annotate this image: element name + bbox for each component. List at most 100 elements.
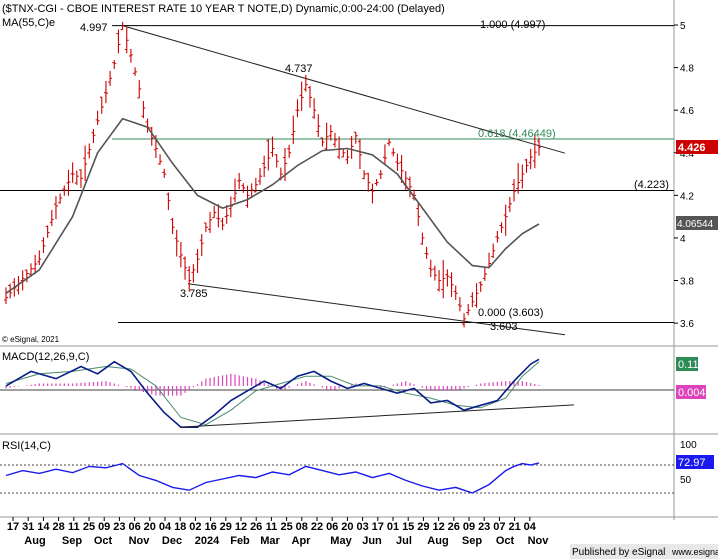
month-label-7: Mar (260, 535, 280, 547)
price-bar (499, 222, 504, 233)
price-bar (41, 237, 46, 254)
website-label: www.esignal.com (671, 547, 718, 557)
month-label-4: Dec (162, 535, 182, 547)
price-bar (432, 265, 437, 281)
price-bar (474, 283, 479, 308)
price-bar (137, 80, 142, 99)
ma-value: 4.06544 (677, 219, 714, 230)
price-bar (233, 178, 238, 203)
rsi-value: 72.97 (678, 457, 706, 469)
price-bar (299, 81, 304, 111)
rsi-value-badge (676, 455, 714, 469)
price-bar (208, 211, 213, 233)
price-tick-label-5: 4.6 (680, 106, 694, 117)
swing-low-label: 3.785 (180, 288, 208, 300)
price-bar (349, 136, 354, 159)
price-bar (345, 149, 350, 165)
fib-100-label: 1.000 (4.997) (480, 19, 545, 31)
month-label-14: Oct (496, 535, 515, 547)
price-bar (174, 229, 179, 257)
month-label-6: Feb (230, 535, 250, 547)
price-bar (112, 60, 117, 69)
price-bar (291, 115, 296, 144)
last-price-value: 4.426 (678, 142, 706, 154)
date-tick-label-16: 26 (250, 521, 262, 533)
recent-low-label: 3.603 (490, 321, 518, 333)
price-bar (58, 193, 63, 204)
date-tick-label-9: 20 (144, 521, 156, 533)
date-tick-label-0: 17 (7, 521, 19, 533)
macd-pane-label: MACD(12,26,9,C) (2, 351, 89, 363)
price-bar (324, 122, 329, 151)
date-tick-label-32: 07 (493, 521, 505, 533)
date-tick-label-20: 22 (311, 521, 323, 533)
rsi-pane-label: RSI(14,C) (2, 440, 51, 452)
price-bar (420, 232, 425, 245)
price-bar (128, 48, 133, 63)
price-bar (274, 154, 279, 168)
month-label-1: Sep (62, 535, 82, 547)
price-bar (503, 204, 508, 236)
date-tick-label-21: 06 (326, 521, 338, 533)
price-bar (212, 205, 217, 219)
price-bar (287, 144, 292, 158)
price-bar (378, 170, 383, 180)
price-bar (245, 185, 250, 208)
footer-bar (570, 544, 718, 559)
date-tick-label-2: 14 (37, 521, 50, 533)
histogram-value-badge (676, 385, 706, 399)
price-tick-label-2: 4 (680, 234, 686, 245)
price-bar (466, 303, 471, 316)
month-label-15: Nov (528, 535, 550, 547)
price-bar (187, 266, 192, 292)
month-label-0: Aug (24, 535, 45, 547)
moving-average-line (5, 117, 540, 294)
price-bar (62, 185, 67, 196)
price-bar (516, 163, 521, 194)
price-bar (258, 168, 263, 185)
date-tick-label-31: 23 (478, 521, 490, 533)
histogram-value: 0.004 (678, 387, 706, 399)
price-axis-ticks: 3.6 3.8 4 4.2 4.4 4.6 4.8 5 (674, 21, 694, 330)
price-bar (95, 110, 100, 126)
date-tick-label-30: 09 (463, 521, 475, 533)
price-bar (216, 204, 221, 228)
date-tick-label-28: 12 (432, 521, 444, 533)
price-bar (170, 217, 175, 235)
date-tick-label-8: 06 (128, 521, 140, 533)
price-bar (491, 243, 496, 259)
date-tick-label-17: 11 (266, 521, 278, 533)
rsi-axis-ticks: 50 100 (0, 440, 697, 494)
price-bar (445, 269, 450, 287)
price-bar (478, 281, 483, 292)
date-tick-label-6: 09 (98, 521, 110, 533)
price-bar (416, 201, 421, 227)
price-bar (316, 114, 321, 137)
date-axis: 17 31 14 28 11 25 09 23 06 20 04 18 02 16 29 12 26 11 25 08… (7, 517, 549, 547)
date-tick-label-23: 03 (356, 521, 368, 533)
price-bar (83, 145, 88, 182)
price-bar (453, 285, 458, 300)
price-bar (199, 234, 204, 257)
price-bar (4, 287, 8, 304)
price-bar (528, 148, 533, 170)
fib-618-label: 0.618 (4.46449) (478, 128, 556, 140)
date-tick-label-7: 23 (113, 521, 125, 533)
lower-high-label: 4.737 (285, 63, 313, 75)
date-tick-label-29: 26 (448, 521, 460, 533)
price-bar (353, 131, 358, 144)
price-bar (332, 132, 337, 148)
price-bar (241, 183, 246, 193)
price-bar (362, 170, 367, 180)
month-label-10: Jun (362, 535, 382, 547)
price-bar (78, 169, 83, 188)
price-tick-label-6: 4.8 (680, 64, 694, 75)
ma-value-badge (676, 216, 718, 230)
month-label-3: Nov (129, 535, 151, 547)
price-bar (295, 99, 300, 118)
date-tick-label-3: 28 (52, 521, 64, 533)
price-bar (158, 154, 163, 165)
price-bar (162, 168, 167, 178)
price-tick-label-1: 3.8 (680, 277, 694, 288)
macd-value: 0.11 (678, 359, 699, 371)
